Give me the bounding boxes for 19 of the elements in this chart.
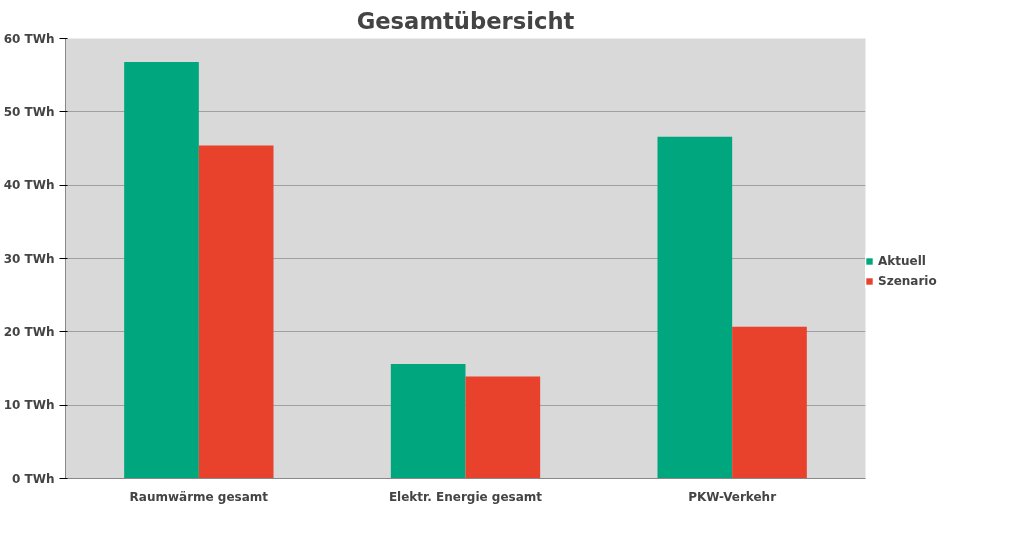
chart-title: Gesamtübersicht (356, 7, 575, 34)
y-tick-label: 0 TWh (12, 471, 55, 486)
bar (198, 145, 274, 479)
x-tick-label: Elektr. Energie gesamt (388, 489, 543, 504)
x-tick-label: PKW-Verkehr (688, 489, 777, 504)
y-tick-label: 20 TWh (3, 324, 55, 339)
bar (732, 326, 807, 479)
legend-label: Aktuell (878, 254, 927, 268)
y-tick-label: 30 TWh (3, 251, 55, 266)
bar (657, 136, 733, 479)
x-tick-label: Raumwärme gesamt (129, 489, 269, 504)
y-tick-label: 40 TWh (3, 178, 55, 193)
y-tick-label: 10 TWh (3, 398, 55, 413)
bar (124, 61, 199, 479)
legend-label: Szenario (878, 274, 938, 288)
y-tick-label: 50 TWh (3, 104, 55, 119)
bar (465, 376, 541, 479)
y-tick-label: 60 TWh (3, 31, 55, 46)
bar (390, 364, 466, 479)
